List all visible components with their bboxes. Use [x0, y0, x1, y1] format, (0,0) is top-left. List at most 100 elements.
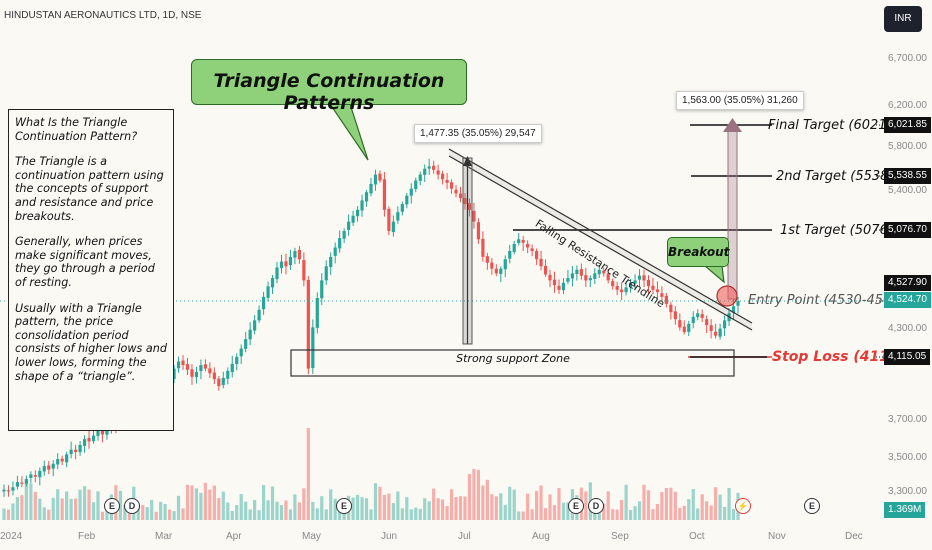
- candle-body: [423, 168, 427, 175]
- breakout-pointer: [703, 265, 725, 284]
- volume-bar: [87, 489, 91, 520]
- volume-bar: [718, 494, 722, 520]
- candle-body: [445, 179, 449, 183]
- candle-body: [588, 278, 592, 281]
- candle-body: [69, 449, 73, 455]
- candle-body: [2, 489, 6, 492]
- level-label-final: Final Target (6021): [768, 118, 892, 133]
- event-marker-earnings[interactable]: E: [104, 498, 120, 514]
- explanation-p1: The Triangle is a continuation pattern u…: [15, 155, 164, 223]
- candle-body: [396, 212, 400, 221]
- y-tick: 5,400.00: [888, 185, 927, 196]
- candle-body: [436, 170, 440, 175]
- volume-bar: [669, 487, 673, 520]
- volume-bar: [490, 494, 494, 520]
- volume-bar: [476, 469, 481, 520]
- event-marker-dividend[interactable]: D: [124, 498, 140, 514]
- axis-tag-top-price: 4,527.90: [884, 275, 931, 291]
- candle-body: [105, 427, 109, 435]
- candle-body: [566, 278, 570, 282]
- currency-button[interactable]: INR: [884, 6, 922, 32]
- volume-bar: [123, 505, 127, 520]
- volume-bar: [472, 469, 476, 520]
- candle-body: [315, 298, 319, 328]
- volume-bar: [360, 497, 364, 520]
- volume-bar: [253, 499, 257, 520]
- candle-body: [217, 378, 221, 387]
- candle-body: [208, 368, 212, 374]
- event-marker-earnings[interactable]: E: [804, 498, 820, 514]
- trendline-upper: [448, 148, 753, 324]
- volume-bar: [60, 498, 64, 520]
- x-tick: Apr: [226, 531, 242, 542]
- candle-body: [51, 463, 55, 469]
- volume-bar: [248, 509, 252, 520]
- candle-body: [338, 238, 342, 249]
- volume-bar: [664, 488, 668, 520]
- volume-bar: [136, 503, 140, 520]
- candle-body: [185, 364, 190, 370]
- candle-body: [441, 173, 445, 180]
- volume-bar: [584, 491, 588, 520]
- volume-bar: [642, 484, 646, 520]
- candle-body: [333, 247, 337, 256]
- candle-body: [552, 279, 557, 286]
- volume-bar: [628, 510, 633, 520]
- volume-bar: [230, 510, 234, 520]
- event-marker-earnings[interactable]: E: [568, 498, 584, 514]
- volume-bar: [552, 505, 557, 520]
- axis-tag-1st: 5,076.70: [884, 222, 931, 238]
- volume-bar: [56, 489, 60, 520]
- volume-bar: [364, 498, 369, 520]
- volume-bar: [722, 506, 727, 520]
- explanation-box: What Is the Triangle Continuation Patter…: [8, 109, 174, 431]
- volume-bar: [382, 494, 387, 520]
- volume-bar: [2, 508, 6, 520]
- volume-bar: [78, 489, 82, 520]
- drawings: [0, 103, 884, 377]
- volume-bar: [270, 486, 275, 520]
- measure-label-right: 1,563.00 (35.05%) 31,260: [676, 91, 804, 110]
- candle-body: [78, 444, 82, 453]
- x-tick: Jun: [381, 531, 398, 542]
- candle-body: [391, 221, 395, 233]
- volume-bar: [548, 494, 552, 520]
- volume-bar: [105, 509, 109, 520]
- volume-bar: [190, 485, 194, 520]
- candle-body: [543, 265, 548, 275]
- volume-bar: [615, 509, 619, 520]
- candle-body: [74, 449, 78, 453]
- candle-body: [82, 439, 87, 446]
- candle-body: [212, 372, 216, 380]
- volume-bar: [700, 494, 704, 520]
- volume-bar: [463, 496, 467, 520]
- event-marker-dividend[interactable]: D: [588, 498, 604, 514]
- volume-bar: [29, 483, 33, 520]
- y-tick: 5,800.00: [888, 141, 927, 152]
- x-tick: Nov: [768, 531, 786, 542]
- y-tick: 6,200.00: [888, 100, 927, 111]
- volume-bar: [534, 490, 539, 520]
- event-marker-earnings[interactable]: E: [336, 498, 352, 514]
- candle-body: [244, 339, 248, 349]
- volume-bar: [441, 499, 445, 520]
- candle-body: [29, 474, 33, 478]
- candle-body: [499, 268, 503, 274]
- candle-body: [297, 249, 301, 260]
- candle-body: [100, 430, 105, 435]
- candle-body: [181, 360, 185, 366]
- candle-body: [226, 370, 230, 379]
- candle-body: [705, 319, 709, 326]
- candle-body: [194, 372, 199, 377]
- measure-bar-right: [727, 124, 738, 300]
- volume-bar: [239, 494, 243, 520]
- flash-icon[interactable]: ⚡: [735, 498, 751, 514]
- volume-bar: [512, 489, 516, 520]
- candle-body: [172, 368, 176, 379]
- candle-body: [494, 268, 498, 274]
- candle-body: [633, 280, 637, 284]
- volume-bar: [329, 489, 333, 520]
- volume-bar: [315, 508, 319, 520]
- volume-bar: [38, 498, 42, 520]
